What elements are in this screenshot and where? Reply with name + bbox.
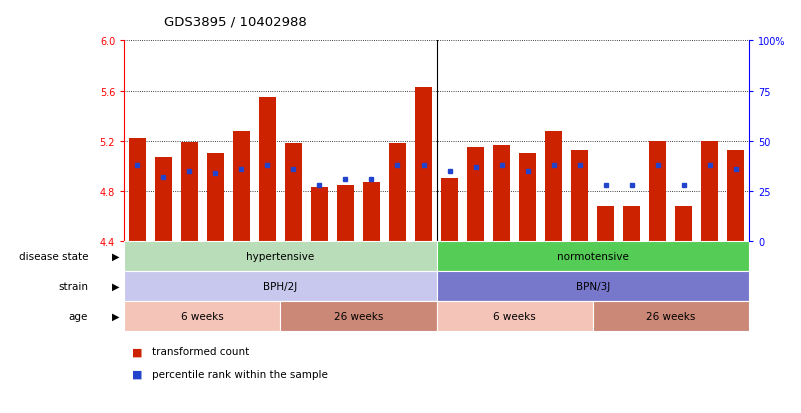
Text: ▶: ▶: [112, 252, 120, 261]
Text: 26 weeks: 26 weeks: [646, 311, 695, 321]
Bar: [280, 301, 437, 331]
Text: ■: ■: [132, 369, 143, 379]
Bar: [441, 179, 458, 242]
Text: ■: ■: [132, 347, 143, 356]
Bar: [337, 185, 354, 242]
Text: 6 weeks: 6 weeks: [181, 311, 223, 321]
Bar: [311, 188, 328, 242]
Bar: [124, 242, 437, 271]
Bar: [155, 158, 171, 242]
Text: ▶: ▶: [112, 281, 120, 291]
Bar: [571, 150, 588, 242]
Bar: [124, 301, 280, 331]
Text: hypertensive: hypertensive: [246, 252, 315, 261]
Bar: [702, 142, 718, 242]
Bar: [363, 183, 380, 242]
Bar: [467, 148, 484, 242]
Bar: [285, 144, 302, 242]
Bar: [437, 301, 593, 331]
Text: transformed count: transformed count: [152, 347, 249, 356]
Text: percentile rank within the sample: percentile rank within the sample: [152, 369, 328, 379]
Bar: [124, 271, 437, 301]
Text: disease state: disease state: [18, 252, 88, 261]
Bar: [675, 206, 692, 242]
Text: 26 weeks: 26 weeks: [334, 311, 383, 321]
Text: age: age: [69, 311, 88, 321]
Bar: [727, 150, 744, 242]
Bar: [389, 144, 406, 242]
Bar: [207, 154, 223, 242]
Bar: [437, 242, 749, 271]
Text: strain: strain: [58, 281, 88, 291]
Bar: [181, 143, 198, 242]
Text: ▶: ▶: [112, 311, 120, 321]
Bar: [233, 131, 250, 242]
Bar: [259, 97, 276, 242]
Bar: [598, 206, 614, 242]
Text: GDS3895 / 10402988: GDS3895 / 10402988: [164, 16, 307, 29]
Bar: [623, 206, 640, 242]
Text: BPH/2J: BPH/2J: [264, 281, 297, 291]
Bar: [437, 271, 749, 301]
Text: normotensive: normotensive: [557, 252, 629, 261]
Bar: [593, 301, 749, 331]
Bar: [415, 88, 432, 242]
Bar: [129, 139, 146, 242]
Bar: [545, 131, 562, 242]
Text: BPN/3J: BPN/3J: [576, 281, 610, 291]
Bar: [493, 145, 510, 242]
Bar: [519, 154, 536, 242]
Text: 6 weeks: 6 weeks: [493, 311, 536, 321]
Bar: [650, 142, 666, 242]
